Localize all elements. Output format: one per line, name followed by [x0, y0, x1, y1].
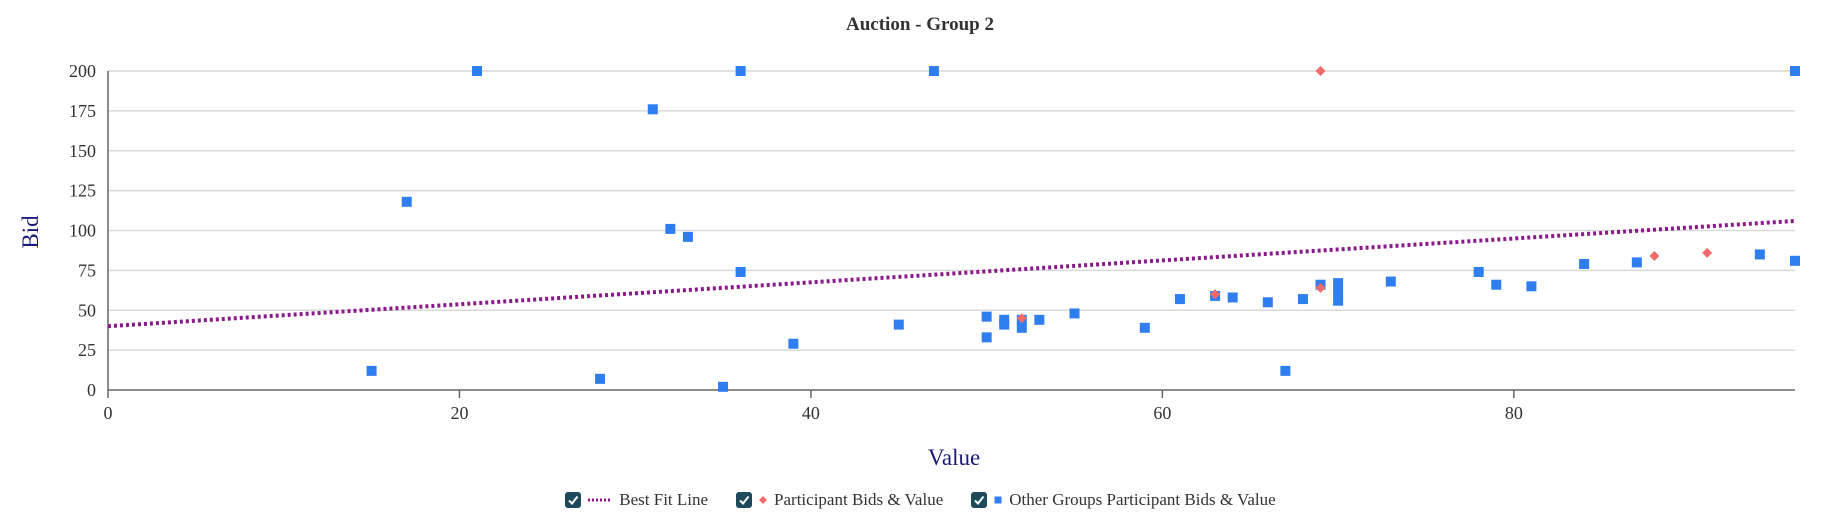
y-tick-label: 200 [69, 61, 96, 81]
other-groups-point [1491, 279, 1502, 290]
data-points [366, 66, 1800, 392]
other-groups-point [1227, 292, 1238, 303]
other-groups-point [999, 319, 1010, 330]
y-tick-label: 175 [69, 101, 96, 121]
other-groups-point [682, 231, 693, 242]
checkbox-participant-bids[interactable] [736, 492, 753, 508]
other-groups-point [735, 66, 746, 76]
y-tick-label: 75 [78, 260, 96, 280]
y-tick-label: 25 [78, 340, 96, 360]
other-groups-point [472, 66, 483, 76]
other-groups-point [1069, 308, 1080, 319]
legend-item-best-fit-line[interactable]: Best Fit Line [565, 490, 708, 510]
y-tick-label: 100 [69, 221, 96, 241]
y-tick-label: 125 [69, 181, 96, 201]
x-tick-label: 0 [104, 403, 113, 423]
y-tick-label: 50 [78, 300, 96, 320]
square-icon [994, 496, 1002, 504]
other-groups-point [366, 365, 377, 376]
other-groups-point [788, 338, 799, 349]
y-tick-label: 150 [69, 141, 96, 161]
other-groups-point [893, 319, 904, 330]
participant-point [1210, 289, 1221, 300]
other-groups-point [401, 196, 412, 207]
other-groups-point [1016, 322, 1027, 333]
other-groups-point [735, 266, 746, 277]
legend-label-other-groups: Other Groups Participant Bids & Value [1009, 490, 1276, 509]
other-groups-point [1333, 287, 1344, 298]
other-groups-point [1631, 257, 1642, 268]
other-groups-point [718, 381, 729, 392]
participant-point [1315, 282, 1326, 293]
other-groups-point [1333, 278, 1344, 289]
y-tick-label: 0 [87, 380, 96, 400]
legend-label-participant-bids: Participant Bids & Value [774, 490, 944, 509]
other-groups-point [1473, 266, 1484, 277]
participant-point [1016, 313, 1027, 324]
other-groups-point [1526, 281, 1537, 292]
other-groups-point [665, 223, 676, 234]
x-axis-label: Value [928, 445, 980, 470]
y-axis-ticks: 0 25 50 75 100 125 150 175 200 [69, 61, 96, 400]
other-groups-point [1139, 322, 1150, 333]
x-tick-label: 20 [450, 403, 468, 423]
diamond-icon [759, 496, 768, 504]
other-groups-point [1034, 314, 1045, 325]
other-groups-point [1579, 258, 1590, 269]
x-tick-label: 40 [802, 403, 820, 423]
other-groups-point [1790, 255, 1800, 266]
checkbox-other-groups[interactable] [971, 492, 988, 508]
grid-lines [108, 70, 1795, 351]
checkbox-best-fit-line[interactable] [565, 492, 582, 508]
participant-point [1315, 66, 1326, 76]
participant-point [1702, 247, 1713, 258]
other-groups-point [595, 373, 606, 384]
other-groups-point [647, 104, 658, 115]
other-groups-point [1333, 295, 1344, 306]
legend-item-participant-bids[interactable]: Participant Bids & Value [736, 490, 943, 510]
x-axis-ticks: 0 20 40 60 80 [104, 390, 1523, 423]
legend-label-best-fit-line: Best Fit Line [619, 490, 709, 509]
participant-point [1649, 251, 1660, 262]
dotted-line-icon [588, 498, 613, 502]
y-axis-label: Bid [18, 215, 43, 249]
chart-title: Auction - Group 2 [846, 14, 994, 35]
other-groups-point [1754, 249, 1765, 260]
other-groups-point [1385, 276, 1396, 287]
legend: Best Fit Line Participant Bids & Value O… [0, 486, 1841, 514]
x-tick-label: 80 [1505, 403, 1523, 423]
other-groups-point [981, 311, 992, 322]
legend-item-other-groups[interactable]: Other Groups Participant Bids & Value [971, 490, 1276, 510]
other-groups-point [1297, 294, 1308, 305]
other-groups-point [928, 66, 939, 76]
other-groups-point [1280, 365, 1291, 376]
other-groups-point [981, 332, 992, 343]
other-groups-point [1790, 66, 1800, 76]
other-groups-point [1174, 294, 1185, 305]
x-tick-label: 60 [1153, 403, 1171, 423]
other-groups-point [1262, 297, 1273, 308]
